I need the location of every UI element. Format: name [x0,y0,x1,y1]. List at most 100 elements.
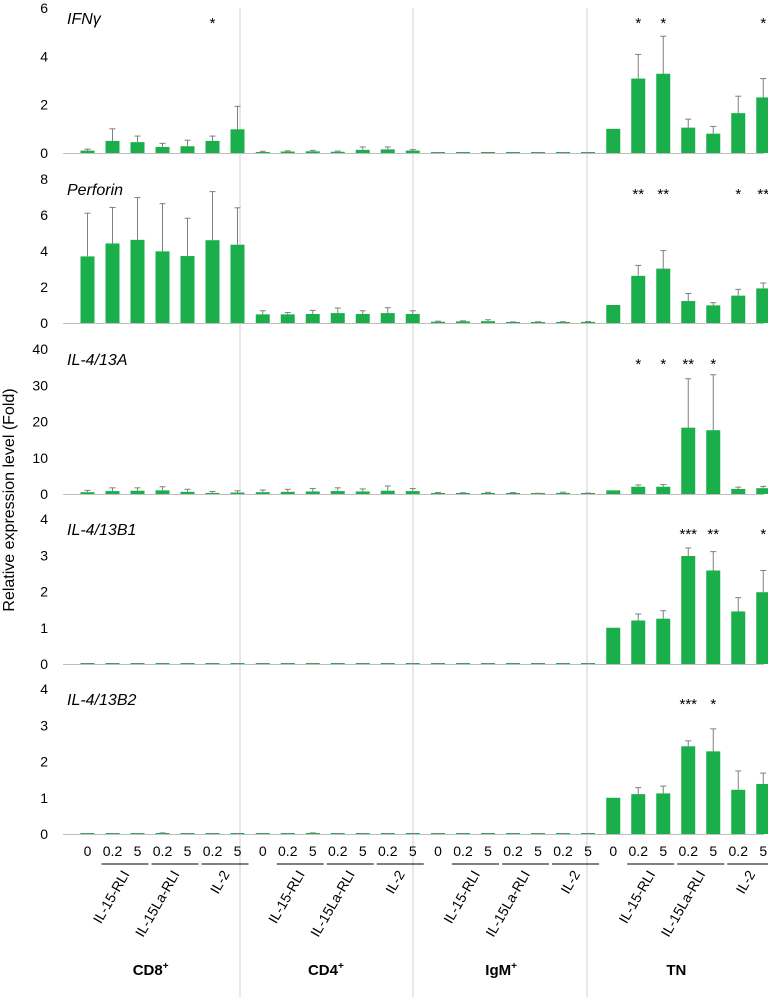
bar [205,492,220,494]
significance-mark: ** [657,186,669,203]
y-tick-label: 10 [32,450,48,466]
bar [180,146,195,153]
bar [105,140,120,153]
bar [305,491,320,494]
bar [606,305,621,323]
bar [230,492,245,494]
bar [205,140,220,153]
bar [656,486,671,494]
panel-title: IL-4/13B2 [67,692,136,709]
bar [80,492,95,494]
dose-label: 0.2 [729,843,749,859]
bar [756,488,768,494]
bar [656,268,671,323]
dose-label: 5 [584,843,592,859]
treatment-label: IL-2 [732,867,758,896]
cell-type-label: IgM+ [485,961,517,979]
y-tick-label: 4 [40,243,48,259]
bar [681,427,696,494]
y-tick-label: 40 [32,341,48,357]
significance-mark: *** [679,526,697,543]
dose-label: 5 [309,843,317,859]
panel-1: 0 2 4 6 IFNγ * * * * [40,0,768,161]
bar [756,592,768,664]
panel-title: IL-4/13B1 [67,522,136,539]
treatment-label: IL-15-RLI [265,868,308,927]
bar [731,488,746,494]
x-axis-group-3: 0 0.2 5 0.2 5 0.2 5IL-15-RLI IL-15La-RLI IL-2IgM… [434,843,599,979]
dose-label: 0.2 [103,843,123,859]
bar [255,152,270,153]
treatment-label: IL-2 [207,867,233,896]
bar [80,256,95,323]
dose-label: 0.2 [553,843,573,859]
dose-label: 5 [709,843,717,859]
dose-label: 5 [134,843,142,859]
bar [405,314,420,323]
bar [606,490,621,494]
y-tick-label: 4 [40,681,48,697]
dose-label: 5 [759,843,767,859]
dose-label: 5 [409,843,417,859]
treatment-label: IL-2 [557,867,583,896]
treatment-label: IL-15La-RLI [132,868,183,940]
bar [506,322,520,323]
x-axis-group-1: 0 0.2 5 0.2 5 0.2 5IL-15-RLI IL-15La-RLI IL-2CD8… [84,843,249,979]
bar [355,314,370,323]
dose-label: 5 [659,843,667,859]
bar [255,314,270,323]
significance-mark: ** [682,356,694,373]
bar [405,491,420,494]
bar [731,611,746,664]
bar [330,151,345,153]
y-tick-label: 4 [40,511,48,527]
bar [180,491,195,494]
bar [405,150,420,153]
significance-mark: * [210,15,216,32]
bar [631,794,646,834]
dose-label: 5 [534,843,542,859]
y-tick-label: 0 [40,826,48,842]
bar [481,493,495,494]
dose-label: 0.2 [453,843,473,859]
significance-mark: * [710,356,716,373]
bar [130,239,145,323]
y-tick-label: 6 [40,0,48,16]
y-tick-label: 20 [32,414,48,430]
y-tick-label: 2 [40,584,48,600]
bar [105,243,120,323]
significance-mark: * [660,15,666,32]
bar [706,570,721,664]
treatment-label: IL-15-RLI [90,868,133,927]
significance-mark: ** [632,186,644,203]
significance-mark: ** [707,526,719,543]
y-tick-label: 3 [40,547,48,563]
dose-label: 0.2 [278,843,298,859]
bar [481,321,495,323]
dose-label: 0.2 [203,843,223,859]
dose-label: 5 [184,843,192,859]
bar [606,627,621,664]
bar [155,490,170,494]
cell-type-label: CD4+ [308,961,344,979]
bar [305,314,320,323]
bar [681,746,696,834]
dose-label: 0.2 [503,843,523,859]
significance-mark: * [710,696,716,713]
bar [431,493,445,494]
bar [230,129,245,153]
treatment-label: IL-15La-RLI [658,868,709,940]
significance-mark: * [660,356,666,373]
dose-label: 5 [484,843,492,859]
y-tick-label: 1 [40,620,48,636]
bar [456,321,470,323]
panel-title: Perforin [67,182,123,199]
y-tick-label: 2 [40,754,48,770]
y-tick-label: 6 [40,207,48,223]
bar [606,797,621,834]
bar [205,240,220,323]
